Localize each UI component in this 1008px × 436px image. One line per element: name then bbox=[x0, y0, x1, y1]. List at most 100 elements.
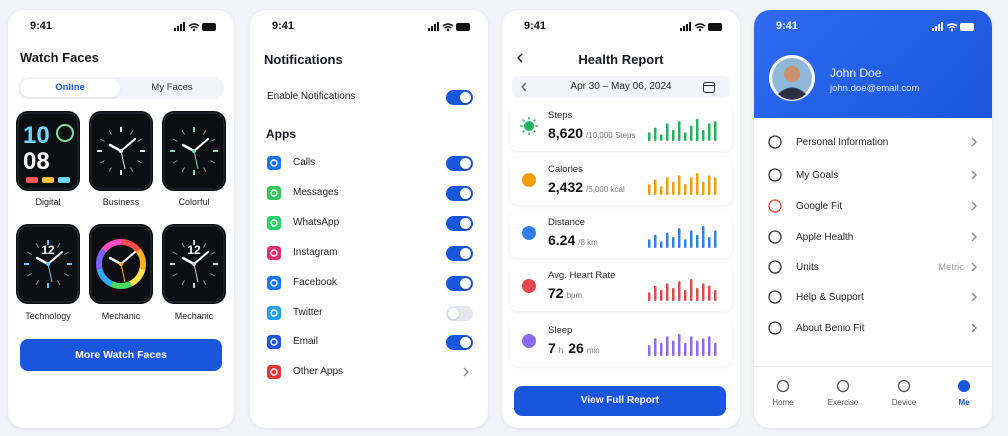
watch-bezel bbox=[90, 112, 152, 190]
signal-bar bbox=[428, 28, 430, 31]
battery bbox=[456, 23, 470, 31]
chevron-path bbox=[971, 137, 977, 147]
metric-icon bbox=[522, 226, 536, 240]
hour-tick bbox=[26, 251, 32, 255]
battery bbox=[708, 23, 722, 31]
metric-label: Avg. Heart Rate bbox=[548, 270, 616, 281]
primary-button[interactable]: View Full Report bbox=[514, 386, 726, 416]
mini-bar-chart bbox=[648, 226, 717, 248]
menu-row[interactable]: Help & Support bbox=[754, 284, 992, 310]
toggle[interactable] bbox=[446, 156, 473, 171]
mini-bar bbox=[666, 283, 669, 301]
app-icon-bg bbox=[267, 335, 281, 350]
toggle[interactable] bbox=[446, 335, 473, 351]
mini-bar bbox=[660, 134, 663, 141]
metric-label: Sleep bbox=[548, 325, 573, 336]
nav-tab[interactable]: Exercise bbox=[818, 379, 868, 419]
sun-ray bbox=[522, 130, 525, 133]
app-row[interactable]: Email bbox=[250, 330, 488, 354]
status-time: 9:41 bbox=[524, 20, 547, 32]
watch-face[interactable] bbox=[89, 224, 153, 304]
app-icon-glyph bbox=[270, 308, 278, 317]
app-row[interactable]: Calls bbox=[250, 151, 488, 175]
watch-bezel bbox=[163, 112, 225, 190]
watch-bezel bbox=[17, 225, 79, 303]
menu-icon bbox=[768, 260, 782, 274]
hour-tick bbox=[172, 273, 178, 277]
app-row[interactable]: Instagram bbox=[250, 241, 488, 265]
metric-card[interactable]: Sleep 7 h 26 min bbox=[510, 318, 732, 366]
app-row[interactable]: Facebook bbox=[250, 271, 488, 295]
menu-row[interactable]: About Benio Fit bbox=[754, 315, 992, 341]
menu-row[interactable]: Personal Information bbox=[754, 129, 992, 155]
menu-row[interactable]: My Goals bbox=[754, 162, 992, 188]
metric-card[interactable]: Avg. Heart Rate 72 bpm bbox=[510, 263, 732, 311]
toggle[interactable] bbox=[446, 185, 473, 201]
nav-label: Home bbox=[772, 398, 794, 407]
toggle-knob bbox=[460, 277, 471, 289]
hour-tick bbox=[99, 138, 105, 142]
metric-card[interactable]: Distance 6.24/8 km bbox=[510, 210, 732, 258]
menu-row[interactable]: Units Metric bbox=[754, 254, 992, 280]
hour-tick bbox=[35, 242, 39, 248]
mini-bar bbox=[690, 125, 693, 141]
primary-button[interactable]: More Watch Faces bbox=[20, 339, 222, 371]
nav-label: Exercise bbox=[827, 398, 859, 407]
toggle[interactable] bbox=[446, 245, 473, 261]
app-icon bbox=[267, 275, 281, 290]
app-row[interactable]: Twitter bbox=[250, 301, 488, 325]
date-selector[interactable]: Apr 30 – May 06, 2024 bbox=[512, 76, 730, 98]
wifi-icon bbox=[694, 23, 706, 29]
mini-bar bbox=[666, 177, 669, 195]
app-row[interactable]: Messages bbox=[250, 181, 488, 205]
segment-tab[interactable]: Online bbox=[20, 79, 120, 97]
sun-ray bbox=[533, 130, 536, 133]
watch-bezel bbox=[90, 225, 152, 303]
watch-face[interactable]: 12 bbox=[16, 224, 80, 304]
toggle-knob bbox=[460, 187, 471, 199]
metric-value-line: 72 bpm bbox=[548, 285, 582, 301]
menu-row[interactable]: Google Fit bbox=[754, 193, 992, 219]
hour-tick bbox=[57, 280, 61, 286]
toggle[interactable] bbox=[446, 90, 473, 105]
menu-icon bbox=[768, 168, 782, 182]
toggle[interactable] bbox=[446, 215, 473, 231]
app-label: Email bbox=[293, 336, 319, 348]
metric-value-line: 8,620/10,000 Steps bbox=[548, 125, 635, 141]
mini-bar bbox=[702, 181, 705, 195]
app-row[interactable]: Other Apps bbox=[250, 360, 488, 384]
menu-icon-shape bbox=[768, 168, 782, 182]
metric-icon-shape bbox=[522, 334, 536, 348]
hour-tick bbox=[64, 251, 70, 255]
segment-tab[interactable]: My Faces bbox=[151, 82, 193, 93]
hour-tick bbox=[181, 167, 185, 173]
metric-card[interactable]: Calories 2,432/5,000 kcal bbox=[510, 157, 732, 205]
watch-digits: 08 bbox=[23, 148, 50, 175]
mini-bar bbox=[702, 226, 705, 248]
app-label: Facebook bbox=[293, 276, 337, 288]
watch-face[interactable] bbox=[89, 111, 153, 191]
battery bbox=[202, 23, 216, 31]
menu-icon bbox=[768, 230, 782, 244]
hand-pivot bbox=[119, 262, 123, 266]
menu-icon bbox=[768, 290, 782, 304]
hour-tick bbox=[35, 280, 39, 286]
watch-face[interactable]: 12 bbox=[162, 224, 226, 304]
chevron-path bbox=[971, 232, 977, 242]
nav-tab[interactable]: Device bbox=[879, 379, 929, 419]
nav-tab[interactable]: Home bbox=[758, 379, 808, 419]
mini-bar bbox=[660, 241, 663, 248]
app-icon-glyph bbox=[270, 248, 278, 257]
nav-tab[interactable]: Me bbox=[939, 379, 989, 419]
metric-card[interactable]: Steps 8,620/10,000 Steps bbox=[510, 103, 732, 151]
menu-row[interactable]: Apple Health bbox=[754, 224, 992, 250]
watch-face[interactable] bbox=[162, 111, 226, 191]
toggle[interactable] bbox=[446, 275, 473, 291]
toggle[interactable] bbox=[446, 305, 473, 321]
hand-pivot bbox=[192, 262, 196, 266]
chevron bbox=[971, 292, 977, 302]
nav-icon bbox=[776, 379, 790, 393]
app-row[interactable]: WhatsApp bbox=[250, 211, 488, 235]
